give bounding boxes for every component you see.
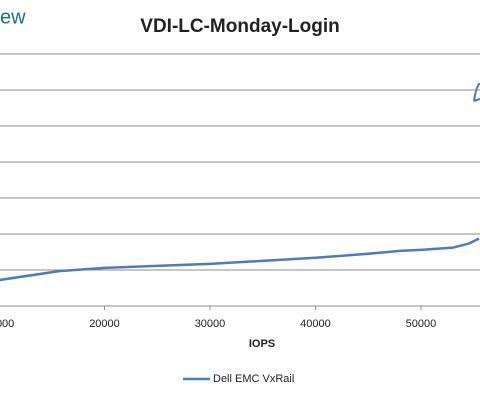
header-fragment: ew [0,6,26,28]
annotation-stroke [473,83,480,102]
x-tick-label: 50000 [406,318,437,330]
series-line [0,237,480,282]
annotation-stroke [473,98,480,102]
legend-label: Dell EMC VxRail [213,373,294,385]
chart-title: VDI-LC-Monday-Login [140,16,339,37]
plot-area [0,53,480,310]
x-tick-label: 10000 [0,318,14,330]
x-axis-label: IOPS [249,338,275,350]
x-tick-label: 20000 [89,318,120,330]
x-tick-label: 30000 [195,318,226,330]
x-tick-label: 40000 [300,318,331,330]
